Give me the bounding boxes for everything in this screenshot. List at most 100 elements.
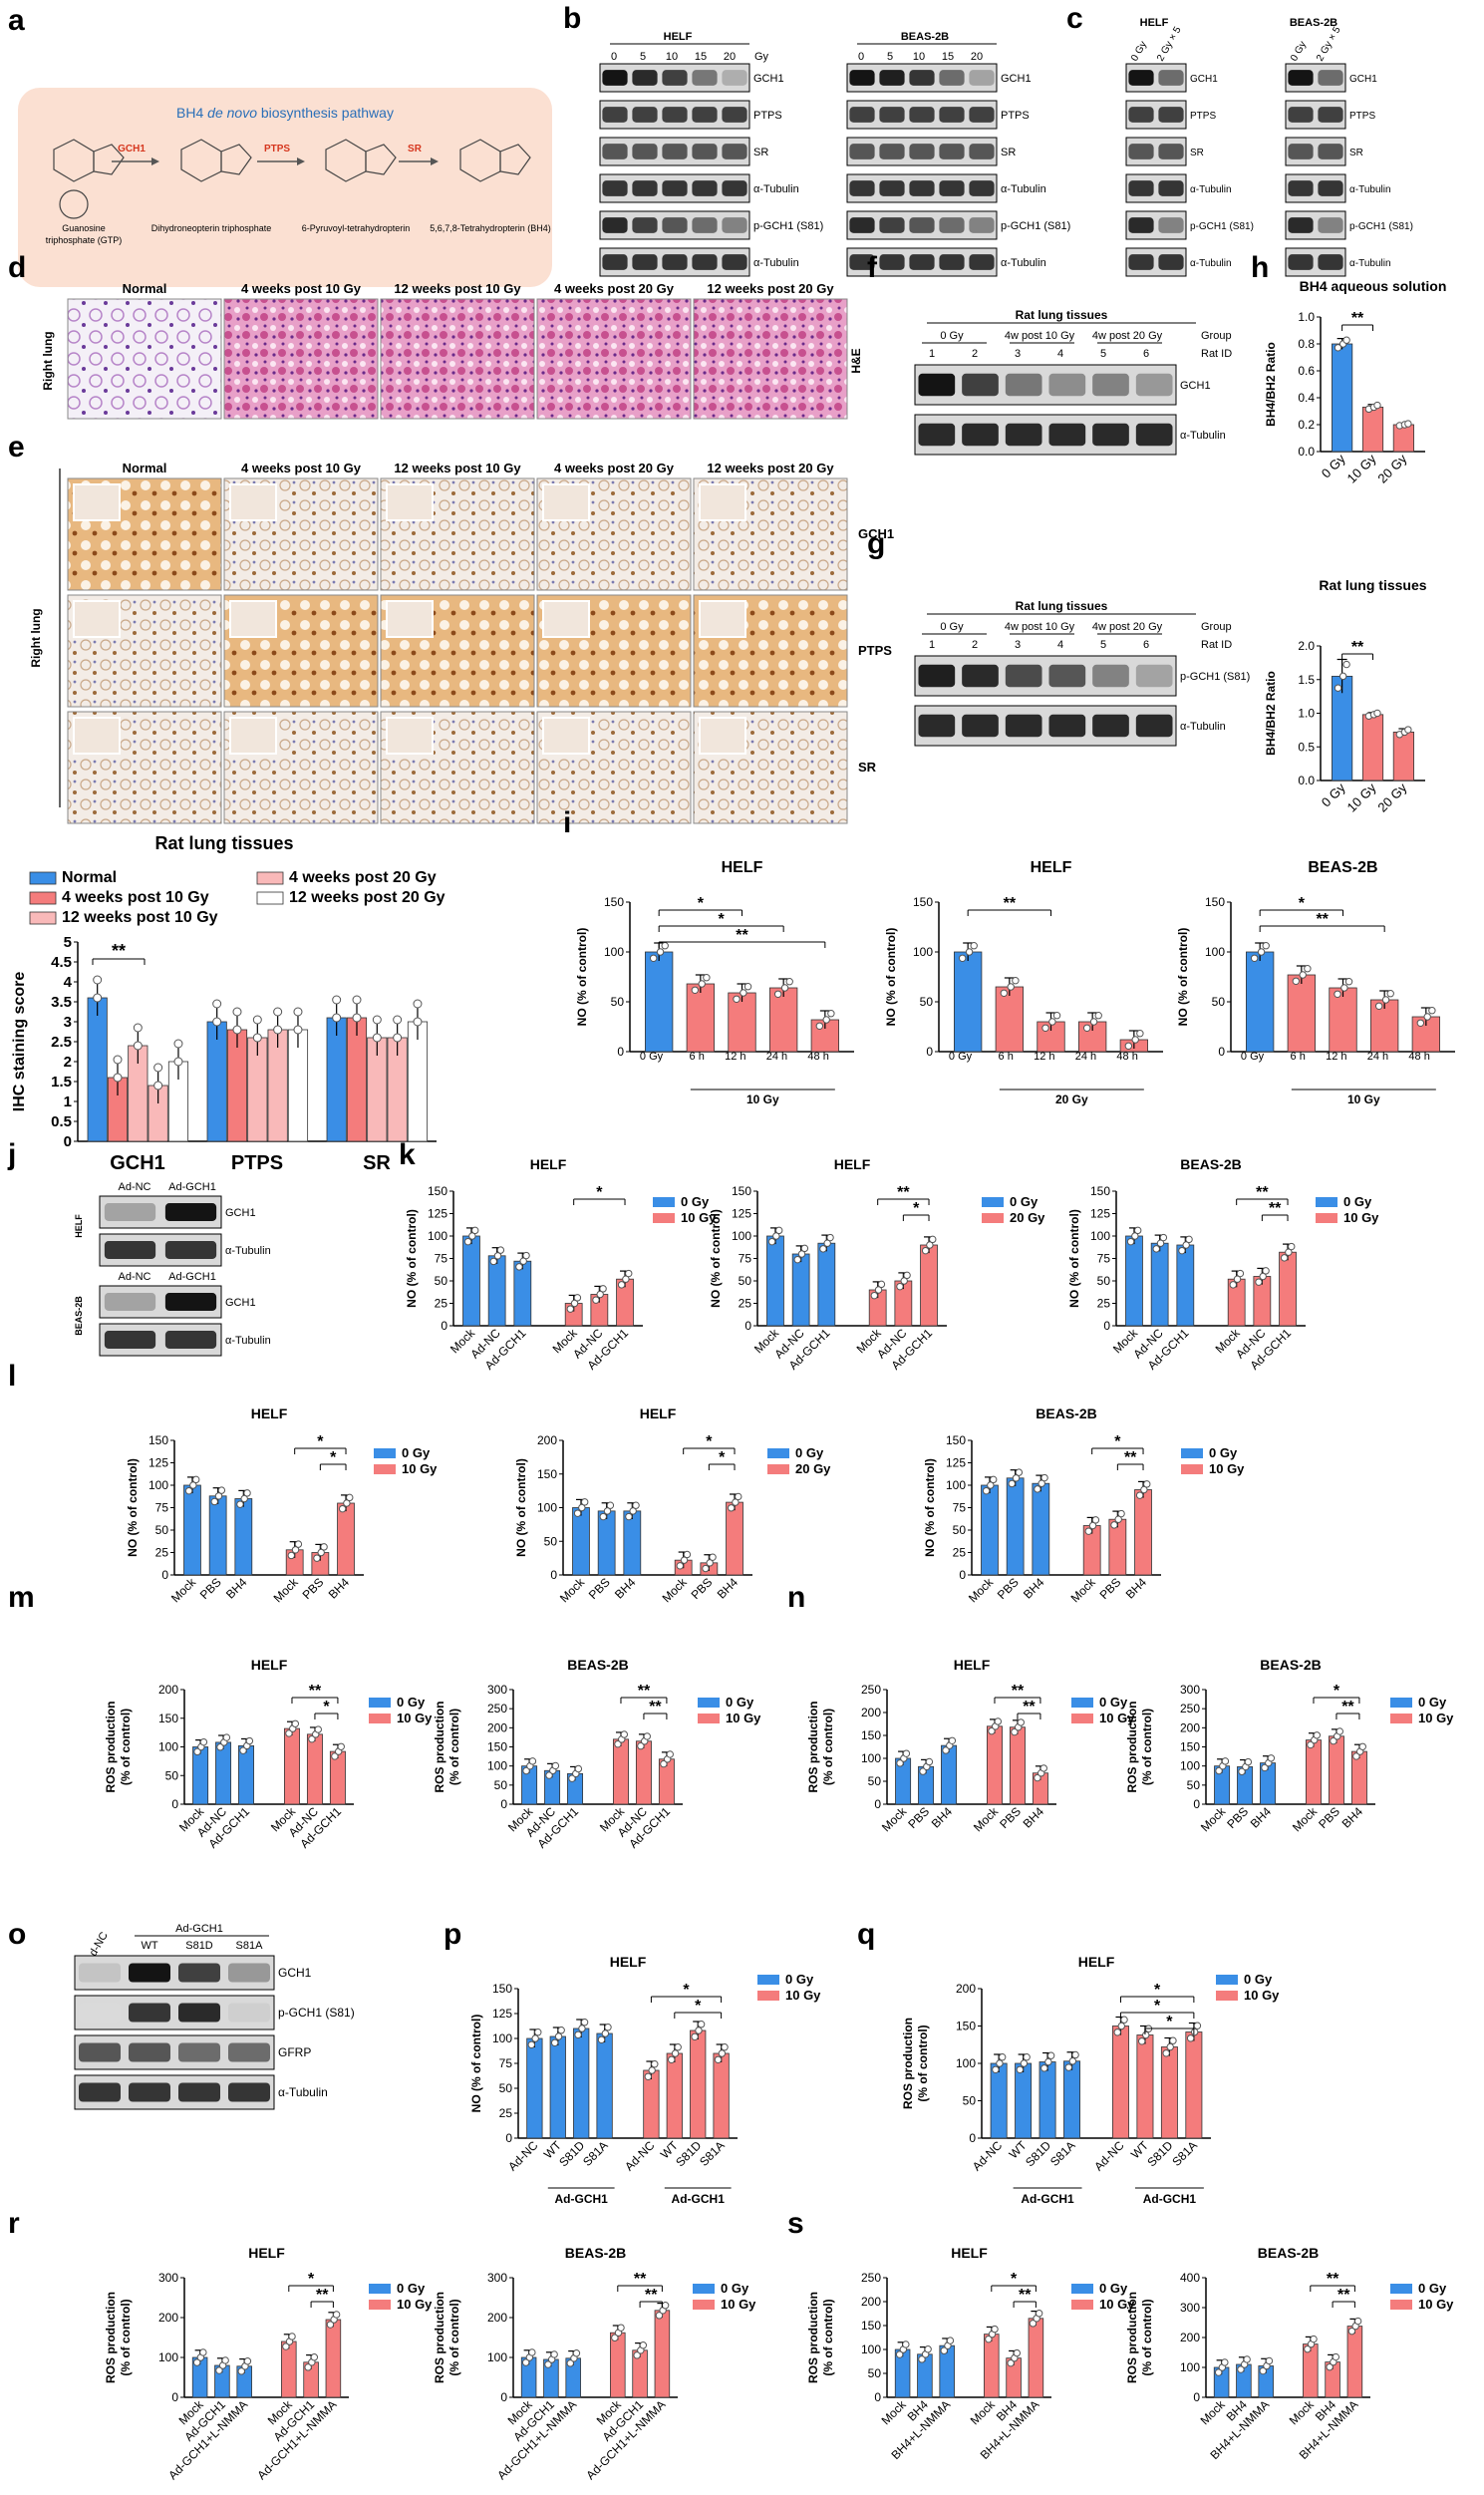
bar	[1176, 1244, 1195, 1327]
enzyme-label: SR	[408, 144, 423, 155]
legend-label: 0 Gy	[1209, 1445, 1238, 1460]
blot-membrane	[914, 655, 1177, 697]
panel-label-l: l	[8, 1360, 16, 1393]
data-point	[463, 1237, 472, 1246]
blot-band	[129, 2082, 170, 2102]
x-tick-label: PBS	[689, 1575, 716, 1602]
data-point	[668, 2055, 676, 2064]
legend-label: 0 Gy	[397, 1695, 426, 1710]
band-label: α-Tubulin	[1190, 258, 1232, 269]
chart-n2: 0 50 100 150 200 250 300 BEAS-2B ROS production(…	[1125, 1657, 1454, 1834]
data-point	[896, 1282, 904, 1291]
molecule-structure	[499, 144, 531, 175]
blot-band	[1092, 423, 1129, 447]
data-point	[625, 1512, 633, 1521]
x-tick-label: PBS	[997, 1804, 1024, 1831]
x-tick-label: Mock	[1290, 1804, 1321, 1835]
y-tick-label: 200	[158, 1683, 178, 1697]
legend-label: 10 Gy	[1418, 1711, 1454, 1725]
data-point	[173, 1039, 183, 1049]
bar	[325, 2319, 342, 2398]
y-tick-label: 300	[1180, 2301, 1200, 2315]
dose-label: 5	[887, 51, 893, 63]
chart-s1: 0 50 100 150 200 250 HELF ROS production (% of c…	[806, 2245, 1135, 2462]
y-tick-label: 150	[861, 2319, 881, 2333]
data-point	[1134, 1226, 1142, 1235]
sig-star: *	[596, 1184, 603, 1201]
x-tick-label: BH4	[1339, 1804, 1366, 1831]
y-tick-label: 150	[946, 1433, 966, 1447]
blot-band	[1128, 180, 1154, 196]
blot-cell-label: HELF	[74, 1214, 84, 1238]
chart-k3: 0 25 50 75 100 125 150 BEAS-2B NO (% of control)…	[1067, 1156, 1379, 1373]
y-tick-label: 50	[1212, 995, 1226, 1009]
blot-band	[178, 1963, 220, 1983]
data-point	[1267, 1754, 1276, 1762]
legend-swatch	[982, 1213, 1004, 1223]
bar	[238, 1744, 255, 1805]
blot-band	[129, 2042, 170, 2062]
blot-band	[129, 2003, 170, 2023]
blot-band	[879, 70, 905, 86]
lane-label: S81A	[236, 1940, 264, 1952]
data-point	[740, 989, 747, 997]
sig-star: **	[1316, 911, 1329, 928]
data-point	[468, 1232, 476, 1240]
panel-label-p: p	[444, 1918, 461, 1951]
data-point	[1023, 2053, 1031, 2061]
data-point	[574, 1764, 583, 1773]
legend-swatch	[1316, 1197, 1337, 1207]
data-point	[489, 1257, 497, 1266]
blot-band	[849, 144, 875, 159]
sig-star: **	[309, 1683, 322, 1700]
sig-star: **	[1327, 2271, 1339, 2288]
legend-label: 10 Gy	[1418, 2297, 1454, 2312]
data-point	[240, 1494, 248, 1503]
x-tick-label: BH4	[1021, 1804, 1047, 1831]
sig-star: **	[316, 2287, 329, 2304]
blot-band	[1092, 373, 1129, 397]
data-point	[1113, 2028, 1121, 2036]
blot-band	[1128, 217, 1154, 233]
bar	[1328, 1735, 1344, 1805]
blot-cell-title: HELF	[1140, 17, 1169, 29]
legend-label: 0 Gy	[1343, 1194, 1372, 1209]
y-axis-label: (% of control)	[447, 2299, 461, 2375]
legend-label: 10 Gy	[1244, 1988, 1280, 2003]
data-point	[1142, 2030, 1150, 2039]
blot-band	[1158, 254, 1184, 270]
y-tick-label: 150	[732, 1184, 751, 1198]
x-tick-label: 0 Gy	[640, 1051, 664, 1063]
data-point	[982, 1486, 991, 1495]
data-point	[1186, 2034, 1195, 2042]
lane-label: Ad-NC	[118, 1181, 150, 1193]
data-point	[996, 2059, 1004, 2067]
histo-row-label: Right lung	[41, 331, 55, 390]
blot-band	[849, 254, 875, 270]
data-point	[1215, 1766, 1223, 1775]
blot-band	[918, 423, 956, 447]
arrow-head	[431, 157, 439, 165]
y-tick-label: 200	[487, 2311, 507, 2325]
band-label: GCH1	[1180, 380, 1211, 392]
bar	[283, 1727, 300, 1805]
blot-band	[164, 1293, 217, 1311]
data-point	[528, 1757, 537, 1765]
blot-band	[1288, 107, 1314, 123]
x-tick-label: 10 Gy	[1343, 451, 1378, 485]
data-point	[819, 1245, 827, 1253]
y-tick-label: 50	[739, 1274, 752, 1288]
data-point	[1000, 989, 1009, 997]
blot-band	[662, 107, 688, 123]
data-point	[660, 1759, 668, 1768]
bar	[1392, 732, 1414, 781]
data-point	[1386, 990, 1394, 998]
data-point	[1088, 1521, 1097, 1530]
blot-band	[918, 714, 956, 738]
blot-band	[1158, 217, 1184, 233]
group-label: 10 Gy	[1347, 1092, 1380, 1106]
ihc-inset	[542, 717, 590, 755]
y-axis-label: (% of control)	[1140, 1709, 1154, 1785]
y-axis-label: ROS production	[433, 2292, 446, 2383]
data-point	[320, 1543, 328, 1551]
